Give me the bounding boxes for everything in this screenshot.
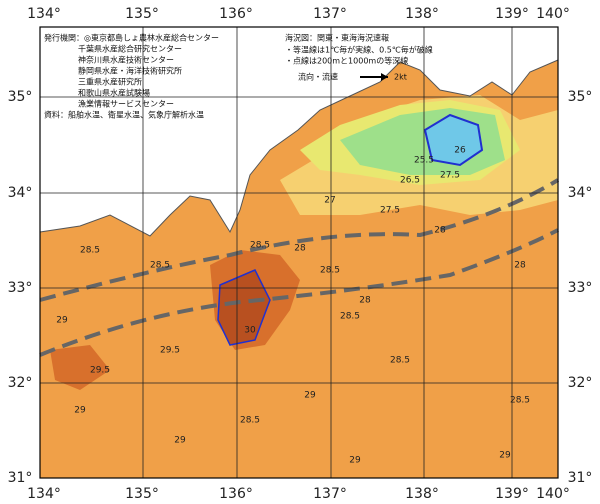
contour-label: 28 (359, 296, 371, 306)
land (39, 26, 559, 237)
contour-label: 28 (514, 261, 526, 271)
longitude-label: 136° (219, 6, 253, 22)
longitude-label: 140° (536, 6, 570, 22)
contour-label: 29 (74, 406, 86, 416)
legend-title: 海況図：関東・東海海況速報 (285, 33, 389, 43)
current-arrow-head (381, 73, 388, 81)
contour-label: 28 (294, 244, 306, 254)
contour-label: 29.5 (160, 346, 180, 356)
contour-label: 26 (454, 146, 466, 156)
contour-label: 28 (434, 226, 446, 236)
current-axis (39, 178, 560, 302)
contour-label: 25.5 (414, 156, 434, 166)
longitude-label: 138° (405, 6, 439, 22)
legend-note: ・点線は200mと1000mの等深線 (285, 56, 408, 66)
longitude-label: 136° (219, 486, 253, 502)
contour-label: 28.5 (390, 356, 410, 366)
publisher-member: 神奈川県水産技術センター (78, 55, 174, 65)
latitude-label: 34° (568, 185, 593, 201)
longitude-label: 137° (313, 6, 347, 22)
latitude-label: 35° (8, 89, 33, 105)
current-label: 流向・流速 (298, 72, 338, 82)
latitude-label: 33° (8, 280, 33, 296)
contour-label: 28.5 (240, 416, 260, 426)
longitude-label: 134° (27, 6, 61, 22)
current-scale: 2kt (394, 73, 407, 82)
longitude-label: 140° (536, 486, 570, 502)
publisher-member: 静岡県水産・海洋技術研究所 (78, 66, 182, 76)
frame (39, 26, 559, 479)
contour-label: 28.5 (320, 266, 340, 276)
longitude-label: 139° (495, 6, 529, 22)
longitude-label: 137° (313, 486, 347, 502)
contour-label: 28.5 (80, 246, 100, 256)
contour-label: 28.5 (340, 312, 360, 322)
latitude-label: 35° (568, 89, 593, 105)
longitude-label: 134° (27, 486, 61, 502)
contour-label: 28.5 (150, 261, 170, 271)
latitude-label: 33° (568, 280, 593, 296)
publisher-heading: 発行機関：◎東京都島しょ農林水産総合センター (44, 33, 219, 43)
latitude-label: 34° (8, 185, 33, 201)
publisher-member: 和歌山県水産試験場 (78, 88, 150, 98)
publisher-member: 漁業情報サービスセンター (78, 99, 174, 109)
longitude-label: 139° (495, 486, 529, 502)
data-source: 資料：船舶水温、衛星水温、気象庁解析水温 (44, 110, 204, 120)
contour-label: 29.5 (90, 366, 110, 376)
coldest-zone (423, 113, 484, 167)
contour-label: 29 (56, 316, 68, 326)
latitude-label: 32° (568, 375, 593, 391)
contour-label: 29 (349, 456, 361, 466)
current-axis (39, 228, 559, 357)
contour-label: 28.5 (250, 241, 270, 251)
contour-label: 29 (499, 451, 511, 461)
longitude-label: 135° (125, 6, 159, 22)
hottest-zone (217, 269, 271, 346)
contour-label: 29 (174, 436, 186, 446)
contour-label: 28.5 (510, 396, 530, 406)
contour-label: 27.5 (440, 171, 460, 181)
contour-label: 27 (324, 196, 335, 206)
latitude-label: 31° (8, 470, 33, 486)
longitude-label: 135° (125, 486, 159, 502)
legend-note: ・等温線は1℃毎が実線、0.5℃毎が破線 (285, 45, 433, 55)
publisher-member: 三重県水産研究所 (78, 77, 142, 87)
latitude-label: 31° (568, 470, 593, 486)
info-block: 発行機関：◎東京都島しょ農林水産総合センター千葉県水産総合研究センター神奈川県水… (44, 33, 433, 120)
contour-label: 30 (244, 326, 256, 336)
contour-label: 26.5 (400, 176, 420, 186)
graticule (40, 27, 558, 478)
longitude-label: 138° (405, 486, 439, 502)
hot-zone (50, 345, 110, 390)
publisher-member: 千葉県水産総合研究センター (78, 44, 182, 54)
latitude-label: 32° (8, 375, 33, 391)
contour-label: 27.5 (380, 206, 400, 216)
contour-label: 29 (304, 391, 316, 401)
